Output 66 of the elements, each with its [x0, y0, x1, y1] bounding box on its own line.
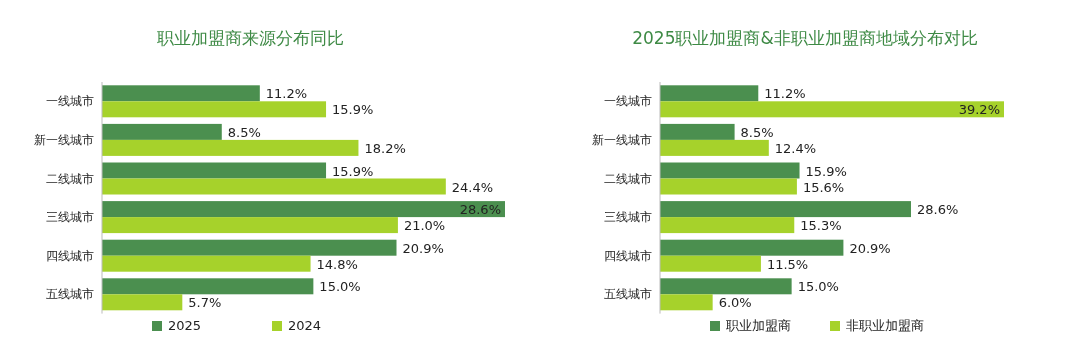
y-tick-label: 三线城市: [604, 210, 652, 225]
y-tick-label: 三线城市: [46, 210, 94, 225]
legend-label: 职业加盟商: [726, 318, 791, 333]
bar: [102, 85, 260, 102]
data-label: 39.2%: [958, 102, 1000, 118]
data-label: 24.4%: [451, 179, 494, 195]
bar: [102, 139, 359, 156]
data-label: 11.5%: [766, 256, 809, 272]
bar: [660, 178, 797, 195]
bar: [102, 123, 222, 140]
data-label: 15.9%: [332, 163, 374, 179]
bar: [102, 217, 398, 234]
y-tick-label: 新一线城市: [34, 132, 94, 147]
data-label: 15.3%: [800, 218, 842, 234]
bar: [660, 201, 911, 218]
y-tick-label: 五线城市: [46, 287, 94, 302]
y-tick-label: 新一线城市: [592, 132, 652, 147]
data-label: 20.9%: [402, 240, 444, 256]
bar: [660, 85, 759, 102]
data-label: 20.9%: [849, 240, 891, 256]
bar: [660, 239, 844, 256]
data-label: 6.0%: [718, 295, 752, 311]
y-tick-label: 四线城市: [46, 248, 94, 263]
y-tick-label: 二线城市: [46, 171, 94, 186]
bar: [102, 278, 314, 295]
data-label: 12.4%: [774, 140, 817, 156]
bar: [102, 294, 183, 311]
data-label: 11.2%: [265, 86, 308, 102]
bar: [102, 162, 327, 179]
legend-label: 非职业加盟商: [846, 318, 924, 333]
y-tick-label: 一线城市: [604, 94, 652, 109]
chart-title: 职业加盟商来源分布同比: [156, 28, 344, 48]
data-label: 14.8%: [316, 256, 358, 272]
bar: [660, 123, 735, 140]
bar: [102, 239, 397, 256]
data-label: 8.5%: [227, 124, 261, 140]
data-label: 5.7%: [188, 295, 222, 311]
bar: [660, 162, 800, 179]
data-label: 15.9%: [332, 102, 374, 118]
data-label: 28.6%: [459, 202, 501, 218]
data-label: 15.6%: [802, 179, 845, 195]
data-label: 15.0%: [797, 279, 839, 295]
bar: [102, 101, 327, 118]
y-tick-label: 一线城市: [46, 94, 94, 109]
bar: [660, 294, 713, 311]
y-tick-label: 二线城市: [604, 171, 652, 186]
data-label: 15.0%: [319, 279, 361, 295]
bar: [102, 255, 311, 272]
data-label: 11.2%: [764, 86, 806, 102]
bar: [660, 278, 792, 295]
y-tick-label: 四线城市: [604, 248, 652, 263]
legend-label: 2024: [288, 318, 322, 333]
data-label: 28.6%: [916, 202, 959, 218]
data-label: 18.2%: [364, 140, 406, 156]
bar: [660, 101, 1004, 118]
bar: [102, 178, 446, 195]
data-label: 21.0%: [403, 218, 446, 234]
legend-label: 2025: [168, 318, 202, 333]
bar: [660, 217, 795, 234]
chart-title: 2025职业加盟商&非职业加盟商地域分布对比: [632, 28, 978, 48]
y-tick-label: 五线城市: [604, 287, 652, 302]
data-label: 15.9%: [805, 163, 847, 179]
bar: [660, 255, 761, 272]
bar: [102, 201, 505, 218]
data-label: 8.5%: [740, 124, 774, 140]
bar: [660, 139, 769, 156]
